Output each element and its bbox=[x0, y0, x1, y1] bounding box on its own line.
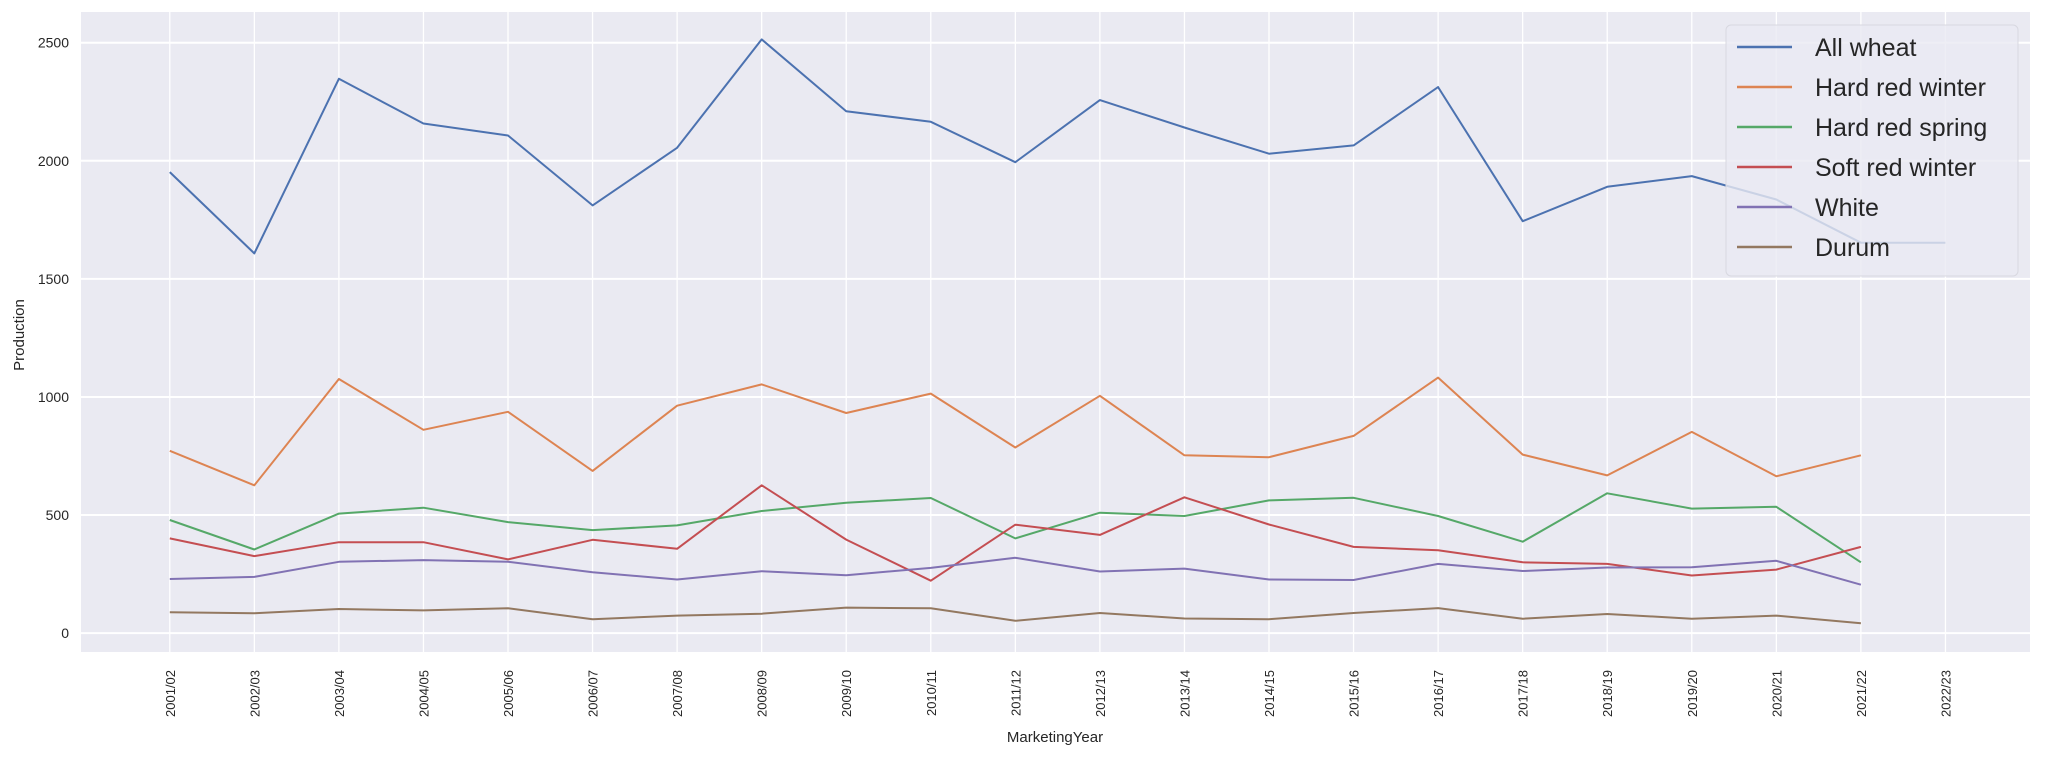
series-line-white bbox=[169, 556, 1862, 586]
y-axis-label: Production bbox=[11, 299, 28, 371]
x-tick-label: 2004/05 bbox=[416, 670, 431, 717]
x-tick-label: 2022/23 bbox=[1938, 670, 1953, 717]
x-tick-labels: 2001/02 2002/03 2003/04 2004/05 2005/06 2006/… bbox=[163, 670, 1954, 717]
y-tick-label: 500 bbox=[46, 507, 70, 523]
x-tick-label: 2005/06 bbox=[501, 670, 516, 717]
x-tick-label: 2012/13 bbox=[1093, 670, 1108, 717]
x-tick-label: 2014/15 bbox=[1262, 670, 1277, 717]
y-tick-label: 2000 bbox=[38, 153, 69, 169]
x-tick-label: 2010/11 bbox=[924, 670, 939, 716]
x-tick-label: 2003/04 bbox=[332, 670, 347, 717]
series-line-durum bbox=[169, 606, 1861, 625]
y-tick-label: 1000 bbox=[38, 389, 69, 405]
x-tick-label: 2013/14 bbox=[1177, 670, 1192, 717]
x-tick-label: 2021/22 bbox=[1854, 670, 1869, 717]
x-tick-label: 2016/17 bbox=[1431, 670, 1446, 717]
y-tick-label: 2500 bbox=[38, 35, 69, 51]
series-line-soft-red-winter bbox=[169, 484, 1862, 582]
x-tick-label: 2006/07 bbox=[586, 670, 601, 717]
x-tick-label: 2007/08 bbox=[670, 670, 685, 717]
x-axis-label: MarketingYear bbox=[1007, 729, 1103, 746]
series-line-hard-red-winter bbox=[169, 376, 1862, 487]
x-tick-label: 2019/20 bbox=[1685, 670, 1700, 717]
grid-lines bbox=[81, 12, 2030, 652]
legend-box bbox=[1725, 24, 2019, 277]
legend-label: Durum bbox=[1815, 234, 1890, 262]
y-tick-label: 0 bbox=[61, 625, 69, 641]
x-tick-label: 2001/02 bbox=[163, 670, 178, 717]
legend-label: Hard red spring bbox=[1815, 114, 1987, 142]
plot-background bbox=[81, 12, 2030, 652]
y-tick-label: 1500 bbox=[38, 271, 69, 287]
x-tick-label: 2002/03 bbox=[247, 670, 262, 717]
x-tick-label: 2018/19 bbox=[1600, 670, 1615, 717]
legend: All wheat Hard red winter Hard red spring S… bbox=[1725, 24, 2019, 277]
x-tick-label: 2009/10 bbox=[839, 670, 854, 717]
legend-label: All wheat bbox=[1815, 34, 1916, 62]
x-tick-label: 2015/16 bbox=[1347, 670, 1362, 717]
series-line-all-wheat bbox=[169, 38, 1946, 255]
y-tick-labels: 0 500 1000 1500 2000 2500 bbox=[38, 35, 69, 641]
x-tick-label: 2020/21 bbox=[1769, 670, 1784, 717]
series-lines bbox=[169, 38, 1946, 625]
legend-label: Soft red winter bbox=[1815, 154, 1976, 182]
legend-label: White bbox=[1815, 194, 1879, 222]
series-line-hard-red-spring bbox=[169, 492, 1862, 564]
legend-label: Hard red winter bbox=[1815, 74, 1986, 102]
x-tick-label: 2011/12 bbox=[1008, 670, 1023, 716]
x-tick-label: 2008/09 bbox=[755, 670, 770, 717]
x-tick-label: 2017/18 bbox=[1516, 670, 1531, 717]
